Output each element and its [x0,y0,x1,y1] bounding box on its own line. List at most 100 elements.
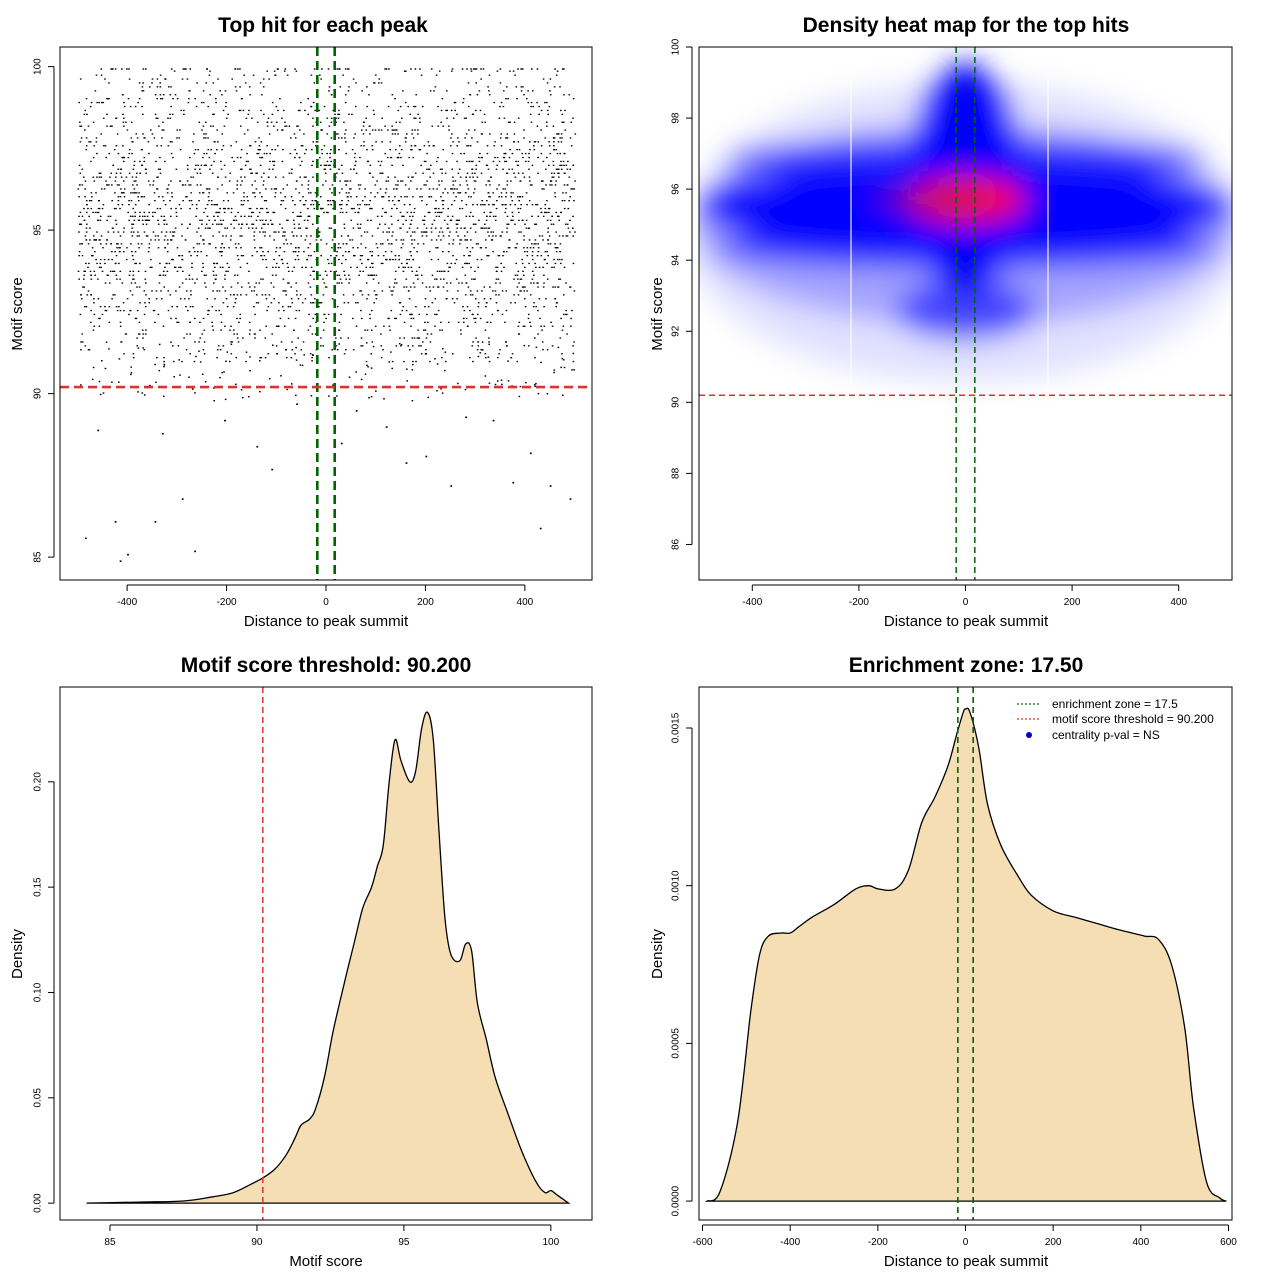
scatter-point [487,227,490,229]
scatter-point [569,196,571,198]
scatter-point [319,121,322,123]
scatter-point [532,306,535,308]
scatter-point [456,223,459,225]
scatter-point [187,101,190,104]
scatter-point [475,164,478,166]
scatter-point [553,369,556,371]
scatter-point [251,184,253,186]
scatter-point [504,341,507,343]
scatter-point [265,200,268,202]
scatter-point [112,231,115,233]
scatter-point [162,395,165,397]
legend-threshold-label: motif score threshold = 90.200 [1052,712,1214,726]
scatter-point [208,192,210,194]
scatter-point [135,262,137,265]
scatter-point [130,372,133,374]
scatter-point [475,109,477,112]
scatter-point [420,231,423,233]
legend-enrichment-zone-label: enrichment zone = 17.5 [1052,697,1178,711]
scatter-point [193,152,196,155]
scatter-point [560,366,562,369]
scatter-point [442,200,445,202]
scatter-point [514,74,516,76]
scatter-point [204,381,207,383]
scatter-point [320,345,322,347]
scatter-point [385,211,387,214]
scatter-point [350,196,352,198]
scatter-point [489,215,491,217]
scatter-point [324,286,327,288]
scatter-point [262,278,264,280]
scatter-point [268,294,271,296]
scatter-point [114,68,117,70]
scatter-point [560,109,562,112]
scatter-point [176,137,178,139]
scatter-point [400,247,403,249]
scatter-point [89,321,92,323]
scatter-point [397,133,399,135]
scatter-point [528,345,530,347]
scatter-point [339,180,341,182]
scatter-point [279,317,282,320]
scatter-point [277,68,279,70]
scatter-point [395,317,397,320]
scatter-point [496,380,499,382]
scatter-point [158,343,161,346]
scatter-point [526,251,529,253]
scatter-point [451,204,453,206]
scatter-point [481,349,484,351]
scatter-point [429,90,432,92]
scatter-point [554,196,557,198]
scatter-point [354,152,356,155]
scatter-point [119,278,121,280]
scatter-point [524,286,526,288]
scatter-point [561,68,564,70]
scatter-point [335,255,338,257]
scatter-point [420,188,422,190]
scatter-point [128,200,130,202]
scatter-point [287,317,290,320]
scatter-point [114,219,117,221]
scatter-point [130,121,133,123]
scatter-point [548,145,551,147]
scatter-point [116,247,118,249]
scatter-point [425,286,428,288]
scatter-point [507,247,510,249]
scatter-point [138,321,141,323]
scatter-point [230,353,233,355]
scatter-point [469,94,471,96]
scatter-point [78,101,80,104]
scatter-point [467,196,470,198]
scatter-point [466,325,469,327]
scatter-point [355,196,358,198]
scatter-point [347,251,350,253]
scatter-point [106,219,108,221]
scatter-point [331,184,334,186]
scatter-point [175,211,178,214]
scatter-x-tick-label: 0 [323,597,329,608]
scatter-point [415,306,417,308]
scatter-point [77,270,80,272]
scatter-point [179,298,182,300]
scatter-point [360,243,362,245]
scatter-point [275,345,278,347]
scatter-point [208,200,210,202]
scatter-point [346,180,349,182]
scatter-point [398,258,401,261]
scatter-point [361,345,364,347]
scatter-point [435,200,437,202]
scatter-point [349,239,351,241]
scatter-point [179,129,181,131]
scatter-point [79,125,81,127]
scatter-point [217,176,219,178]
scatter-point [105,341,108,343]
scatter-point [99,306,102,308]
scatter-point [213,282,215,284]
scatter-point [231,341,233,343]
scatter-outlier-point [340,442,343,445]
scatter-point [409,204,411,206]
scatter-point [520,86,523,88]
scatter-point [196,184,199,186]
score-density-title: Motif score threshold: 90.200 [181,654,472,677]
scatter-point [567,160,569,163]
